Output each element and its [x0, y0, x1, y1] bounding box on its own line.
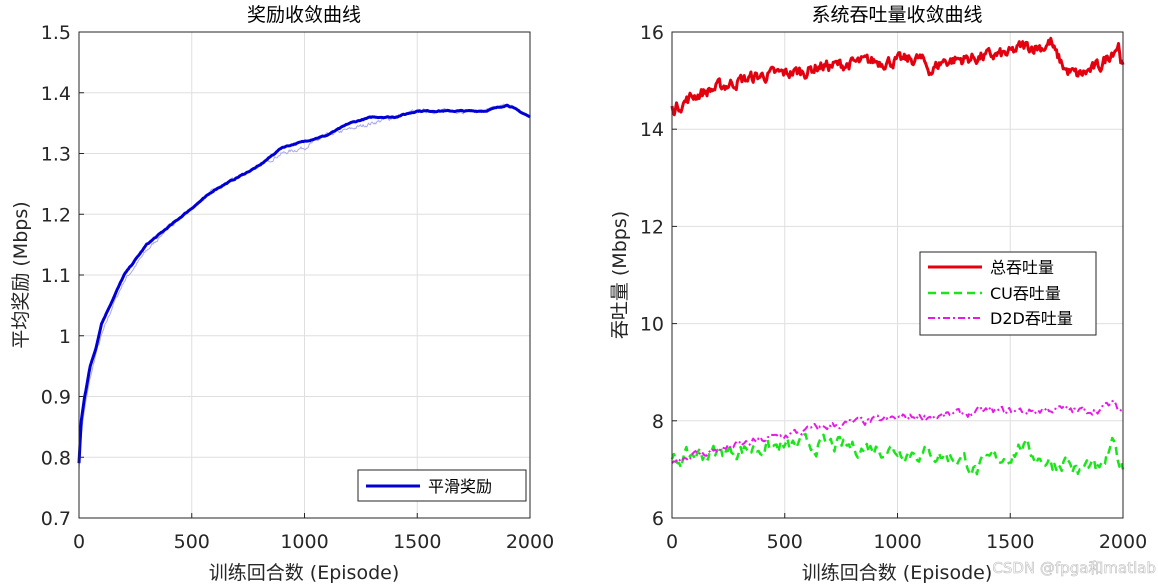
throughput-chart-title: 系统吞吐量收敛曲线 [811, 4, 982, 26]
reward-y-axis-label: 平均奖励 (Mbps) [10, 201, 32, 348]
legend-label-d2d: D2D吞吐量 [990, 309, 1073, 328]
reward-y-tick-label: 1.3 [41, 144, 71, 166]
reward-chart: 0 500 1000 1500 2000 0.7 0.8 0.9 1 1.1 1.2 1.3 1.4 1.… [10, 4, 554, 584]
throughput-x-tick-label: 1000 [873, 531, 921, 553]
watermark-text: CSDN @fpga和matlab [992, 559, 1156, 577]
reward-legend: 平滑奖励 [357, 469, 527, 502]
reward-y-tick-label: 1.2 [41, 204, 71, 226]
throughput-y-tick-label: 14 [640, 119, 664, 141]
throughput-series-layer [670, 36, 1125, 477]
reward-chart-title: 奖励收敛曲线 [247, 4, 361, 26]
reward-series-layer [77, 103, 531, 472]
throughput-chart: 0 500 1000 1500 2000 6 8 10 12 14 16 系统吞吐量收敛曲线 训练回… [609, 4, 1147, 584]
throughput-y-tick-label: 12 [640, 216, 664, 238]
reward-x-tick-label: 1000 [280, 531, 328, 553]
reward-y-tick-label: 0.9 [41, 387, 71, 409]
throughput-y-tick-label: 10 [640, 314, 664, 336]
throughput-x-tick-label: 2000 [1099, 531, 1147, 553]
reward-y-tick-label: 0.7 [41, 508, 71, 530]
throughput-x-tick-label: 1500 [986, 531, 1034, 553]
throughput-y-tick-label: 16 [640, 22, 664, 44]
throughput-series-line-1 [670, 432, 1125, 477]
throughput-x-tick-label: 0 [666, 531, 678, 553]
legend-label-total: 总吞吐量 [990, 258, 1054, 277]
throughput-x-tick-label: 500 [767, 531, 803, 553]
throughput-y-axis-label: 吞吐量 (Mbps) [609, 211, 631, 339]
throughput-x-axis-label: 训练回合数 (Episode) [802, 562, 992, 584]
throughput-tick-layer: 0 500 1000 1500 2000 6 8 10 12 14 16 [640, 22, 1147, 553]
reward-x-axis-label: 训练回合数 (Episode) [209, 562, 399, 584]
reward-tick-layer: 0 500 1000 1500 2000 0.7 0.8 0.9 1 1.1 1.2 1.3 1.4 1.… [41, 22, 554, 553]
throughput-series-line-0 [670, 36, 1125, 117]
reward-y-tick-label: 1 [59, 326, 71, 348]
reward-y-tick-label: 0.8 [41, 447, 71, 469]
throughput-y-tick-label: 8 [652, 411, 664, 433]
reward-series-line-1 [77, 103, 531, 464]
reward-y-tick-label: 1.4 [41, 83, 71, 105]
reward-legend-label: 平滑奖励 [428, 477, 492, 496]
legend-label-cu: CU吞吐量 [990, 284, 1061, 303]
reward-x-tick-label: 2000 [506, 531, 554, 553]
reward-y-tick-label: 1.1 [41, 265, 71, 287]
reward-y-tick-label: 1.5 [41, 22, 71, 44]
reward-x-tick-label: 0 [73, 531, 85, 553]
throughput-legend: 总吞吐量 CU吞吐量 D2D吞吐量 [919, 251, 1097, 336]
reward-x-tick-label: 1500 [393, 531, 441, 553]
throughput-y-tick-label: 6 [652, 508, 664, 530]
reward-x-tick-label: 500 [174, 531, 210, 553]
